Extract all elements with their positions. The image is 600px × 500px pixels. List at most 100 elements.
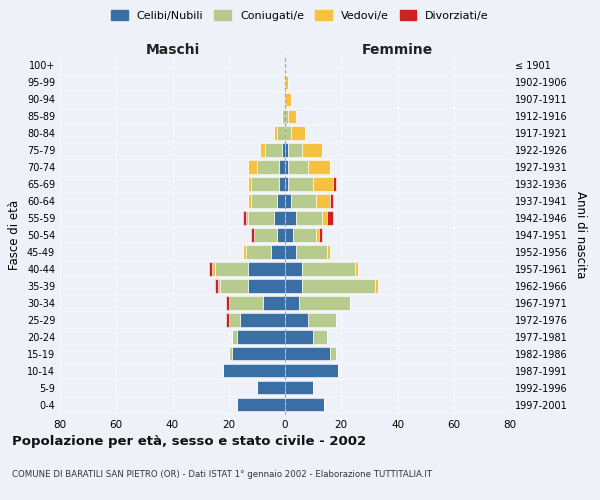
Text: COMUNE DI BARATILI SAN PIETRO (OR) - Dati ISTAT 1° gennaio 2002 - Elaborazione T: COMUNE DI BARATILI SAN PIETRO (OR) - Dat… <box>12 470 432 479</box>
Bar <box>285 160 288 173</box>
Bar <box>285 314 308 326</box>
Text: Maschi: Maschi <box>145 42 200 56</box>
Bar <box>327 246 330 258</box>
Bar <box>229 347 232 360</box>
Bar <box>232 347 285 360</box>
Bar <box>229 314 240 326</box>
Bar <box>285 347 330 360</box>
Bar <box>316 194 330 207</box>
Bar <box>330 347 335 360</box>
Bar <box>232 330 237 344</box>
Bar <box>245 246 271 258</box>
Bar <box>251 178 280 190</box>
Bar <box>215 280 218 292</box>
Bar <box>280 160 285 173</box>
Bar <box>251 228 254 241</box>
Bar <box>333 178 335 190</box>
Bar <box>316 228 319 241</box>
Bar <box>285 381 313 394</box>
Y-axis label: Fasce di età: Fasce di età <box>8 200 21 270</box>
Bar <box>245 212 248 224</box>
Bar <box>299 296 350 310</box>
Bar <box>209 262 212 276</box>
Bar <box>285 228 293 241</box>
Bar <box>277 126 285 140</box>
Bar <box>274 212 285 224</box>
Bar <box>296 212 322 224</box>
Bar <box>237 398 285 411</box>
Bar <box>257 160 280 173</box>
Bar <box>285 110 288 123</box>
Bar <box>288 144 302 156</box>
Bar <box>229 296 263 310</box>
Bar <box>212 262 215 276</box>
Bar <box>313 330 327 344</box>
Bar <box>282 144 285 156</box>
Bar <box>237 330 285 344</box>
Bar <box>248 178 251 190</box>
Bar <box>290 194 316 207</box>
Bar <box>288 178 313 190</box>
Bar <box>248 262 285 276</box>
Bar <box>282 110 285 123</box>
Bar <box>302 144 322 156</box>
Legend: Celibi/Nubili, Coniugati/e, Vedovi/e, Divorziati/e: Celibi/Nubili, Coniugati/e, Vedovi/e, Di… <box>107 6 493 25</box>
Bar <box>277 194 285 207</box>
Text: Femmine: Femmine <box>362 42 433 56</box>
Y-axis label: Anni di nascita: Anni di nascita <box>574 192 587 278</box>
Text: Popolazione per età, sesso e stato civile - 2002: Popolazione per età, sesso e stato civil… <box>12 435 366 448</box>
Bar <box>248 194 251 207</box>
Bar <box>260 144 265 156</box>
Bar <box>296 246 327 258</box>
Bar <box>274 126 277 140</box>
Bar <box>254 228 277 241</box>
Bar <box>257 381 285 394</box>
Bar <box>218 280 220 292</box>
Bar <box>375 280 378 292</box>
Bar <box>285 126 290 140</box>
Bar <box>285 262 302 276</box>
Bar <box>215 262 248 276</box>
Bar <box>243 212 245 224</box>
Bar <box>285 144 288 156</box>
Bar <box>243 246 245 258</box>
Bar <box>285 364 338 378</box>
Bar <box>285 398 325 411</box>
Bar <box>271 246 285 258</box>
Bar <box>319 228 322 241</box>
Bar <box>330 194 333 207</box>
Bar <box>285 246 296 258</box>
Bar <box>248 160 257 173</box>
Bar <box>313 178 333 190</box>
Bar <box>293 228 316 241</box>
Bar <box>285 212 296 224</box>
Bar <box>308 160 330 173</box>
Bar <box>285 280 302 292</box>
Bar <box>280 178 285 190</box>
Bar <box>308 314 335 326</box>
Bar <box>223 364 285 378</box>
Bar <box>285 194 290 207</box>
Bar <box>220 280 248 292</box>
Bar <box>248 280 285 292</box>
Bar <box>285 92 290 106</box>
Bar <box>285 296 299 310</box>
Bar <box>327 212 333 224</box>
Bar <box>226 296 229 310</box>
Bar <box>226 314 229 326</box>
Bar <box>288 160 308 173</box>
Bar <box>251 194 277 207</box>
Bar <box>285 178 288 190</box>
Bar <box>288 110 296 123</box>
Bar <box>263 296 285 310</box>
Bar <box>285 330 313 344</box>
Bar <box>322 212 327 224</box>
Bar <box>285 76 288 89</box>
Bar <box>248 212 274 224</box>
Bar <box>355 262 358 276</box>
Bar <box>290 126 305 140</box>
Bar <box>240 314 285 326</box>
Bar <box>265 144 282 156</box>
Bar <box>277 228 285 241</box>
Bar <box>302 280 375 292</box>
